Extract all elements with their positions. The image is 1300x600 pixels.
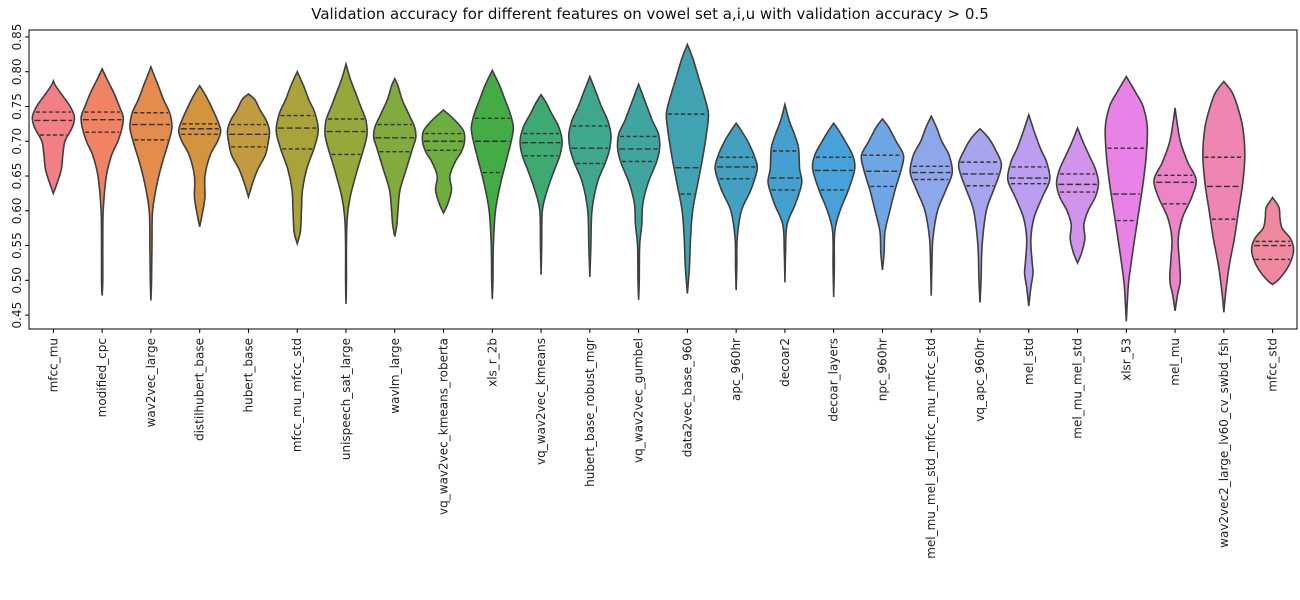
violin-mel_std bbox=[1006, 112, 1051, 307]
x-tick-label: wav2vec_large bbox=[144, 338, 158, 427]
y-tick-label: 0.75 bbox=[10, 93, 24, 120]
violin-body bbox=[1153, 107, 1197, 312]
violin-body bbox=[519, 93, 563, 275]
x-tick-label: hubert_base bbox=[241, 338, 255, 412]
violin-wavlm_large bbox=[372, 76, 417, 237]
violin-wav2vec_large bbox=[129, 64, 173, 301]
x-tick-label: npc_960hr bbox=[875, 338, 889, 401]
x-tick-label: wav2vec2_large_lv60_cv_swbd_fsh bbox=[1217, 338, 1231, 548]
y-tick-label: 0.65 bbox=[10, 163, 24, 190]
violin-body bbox=[470, 68, 515, 300]
violin-body bbox=[80, 67, 125, 296]
x-tick-label: vq_wav2vec_gumbel bbox=[632, 338, 646, 463]
violin-body bbox=[767, 101, 803, 283]
y-axis: 0.45 0.50 0.55 0.60 0.65 0.70 0.75 0.80 0.85 bbox=[10, 24, 29, 329]
x-tick-label: apc_960hr bbox=[729, 338, 743, 401]
violin-body bbox=[372, 76, 417, 237]
violin-body bbox=[1055, 125, 1100, 266]
y-tick-label: 0.50 bbox=[10, 267, 24, 294]
chart-title: Validation accuracy for different featur… bbox=[311, 5, 989, 23]
violin-xlsr_53 bbox=[1104, 75, 1149, 322]
violin-xls_r_2b bbox=[470, 68, 515, 300]
violin-body bbox=[665, 42, 710, 294]
x-tick-label: hubert_base_robust_mgr bbox=[583, 338, 597, 487]
x-tick-label: xls_r_2b bbox=[485, 338, 499, 387]
violin-layer bbox=[31, 42, 1295, 322]
violin-body bbox=[567, 74, 612, 277]
y-tick-label: 0.85 bbox=[10, 24, 24, 51]
y-tick-label: 0.70 bbox=[10, 128, 24, 155]
violin-vq_wav2vec_gumbel bbox=[616, 81, 661, 300]
violin-body bbox=[811, 121, 856, 298]
x-tick-label: vq_wav2vec_kmeans bbox=[534, 338, 548, 465]
violin-body bbox=[324, 61, 368, 304]
x-tick-label: vq_apc_960hr bbox=[973, 338, 987, 422]
x-tick-label: decoar_layers bbox=[827, 338, 841, 422]
x-tick-label: unispeech_sat_large bbox=[339, 338, 353, 460]
y-tick-label: 0.60 bbox=[10, 197, 24, 224]
violin-body bbox=[616, 81, 661, 300]
violin-body bbox=[1006, 112, 1051, 307]
violin-modified_cpc bbox=[80, 67, 125, 296]
violin-body bbox=[129, 64, 173, 301]
violin-mel_mu_mel_std_mfcc_mu_mfcc_std bbox=[909, 114, 954, 296]
plot-frame bbox=[28, 29, 1298, 330]
violin-mel_mu_mel_std bbox=[1055, 125, 1100, 266]
x-tick-label: data2vec_base_960 bbox=[680, 338, 694, 457]
y-tick-label: 0.55 bbox=[10, 232, 24, 259]
violin-body bbox=[860, 117, 905, 270]
violin-body bbox=[31, 78, 76, 196]
violin-body bbox=[1202, 80, 1246, 313]
violin-decoar_layers bbox=[811, 121, 856, 298]
x-tick-label: xlsr_53 bbox=[1119, 338, 1133, 381]
violin-body bbox=[957, 127, 1003, 303]
violin-vq_wav2vec_kmeans bbox=[519, 93, 563, 275]
y-tick-label: 0.80 bbox=[10, 58, 24, 85]
violin-decoar2 bbox=[767, 101, 803, 283]
x-tick-label: distilhubert_base bbox=[193, 338, 207, 441]
violin-body bbox=[909, 114, 954, 296]
violin-mfcc_mu bbox=[31, 78, 76, 196]
violin-mfcc_std bbox=[1250, 196, 1295, 286]
violin-body bbox=[226, 92, 271, 200]
x-tick-label: wavlm_large bbox=[388, 338, 402, 414]
x-tick-label: mfcc_mu_mfcc_std bbox=[290, 338, 304, 452]
violin-body bbox=[1104, 75, 1149, 322]
x-tick-label: mel_mu_mel_std_mfcc_mu_mfcc_std bbox=[924, 338, 938, 559]
violin-distilhubert_base bbox=[177, 84, 222, 227]
x-tick-label: mel_std bbox=[1022, 338, 1036, 385]
x-tick-label: mel_mu_mel_std bbox=[1071, 338, 1085, 439]
violin-npc_960hr bbox=[860, 117, 905, 270]
violin-mel_mu bbox=[1153, 107, 1197, 312]
violin-unispeech_sat_large bbox=[324, 61, 368, 304]
violin-vq_wav2vec_kmeans_roberta bbox=[421, 108, 466, 215]
violin-hubert_base bbox=[226, 92, 271, 200]
y-tick-label: 0.45 bbox=[10, 302, 24, 329]
x-tick-label: mfcc_std bbox=[1266, 338, 1280, 392]
violin-data2vec_base_960 bbox=[665, 42, 710, 294]
violin-apc_960hr bbox=[714, 121, 759, 291]
violin-hubert_base_robust_mgr bbox=[567, 74, 612, 277]
violin-body bbox=[177, 84, 222, 227]
x-tick-label: modified_cpc bbox=[95, 338, 109, 417]
x-tick-label: mel_mu bbox=[1168, 338, 1182, 386]
violin-mfcc_mu_mfcc_std bbox=[275, 69, 320, 247]
x-tick-label: decoar2 bbox=[778, 338, 792, 387]
violin-vq_apc_960hr bbox=[957, 127, 1003, 303]
violin-body bbox=[714, 121, 759, 291]
violin-body bbox=[1250, 196, 1295, 286]
x-tick-label: vq_wav2vec_kmeans_roberta bbox=[437, 338, 451, 515]
x-tick-label: mfcc_mu bbox=[46, 338, 60, 392]
violin-body bbox=[275, 69, 320, 247]
violin-wav2vec2_large_lv60_cv_swbd_fsh bbox=[1202, 80, 1246, 313]
violin-body bbox=[421, 108, 466, 215]
x-axis: mfcc_mu modified_cpc wav2vec_large distilhu… bbox=[46, 329, 1280, 559]
